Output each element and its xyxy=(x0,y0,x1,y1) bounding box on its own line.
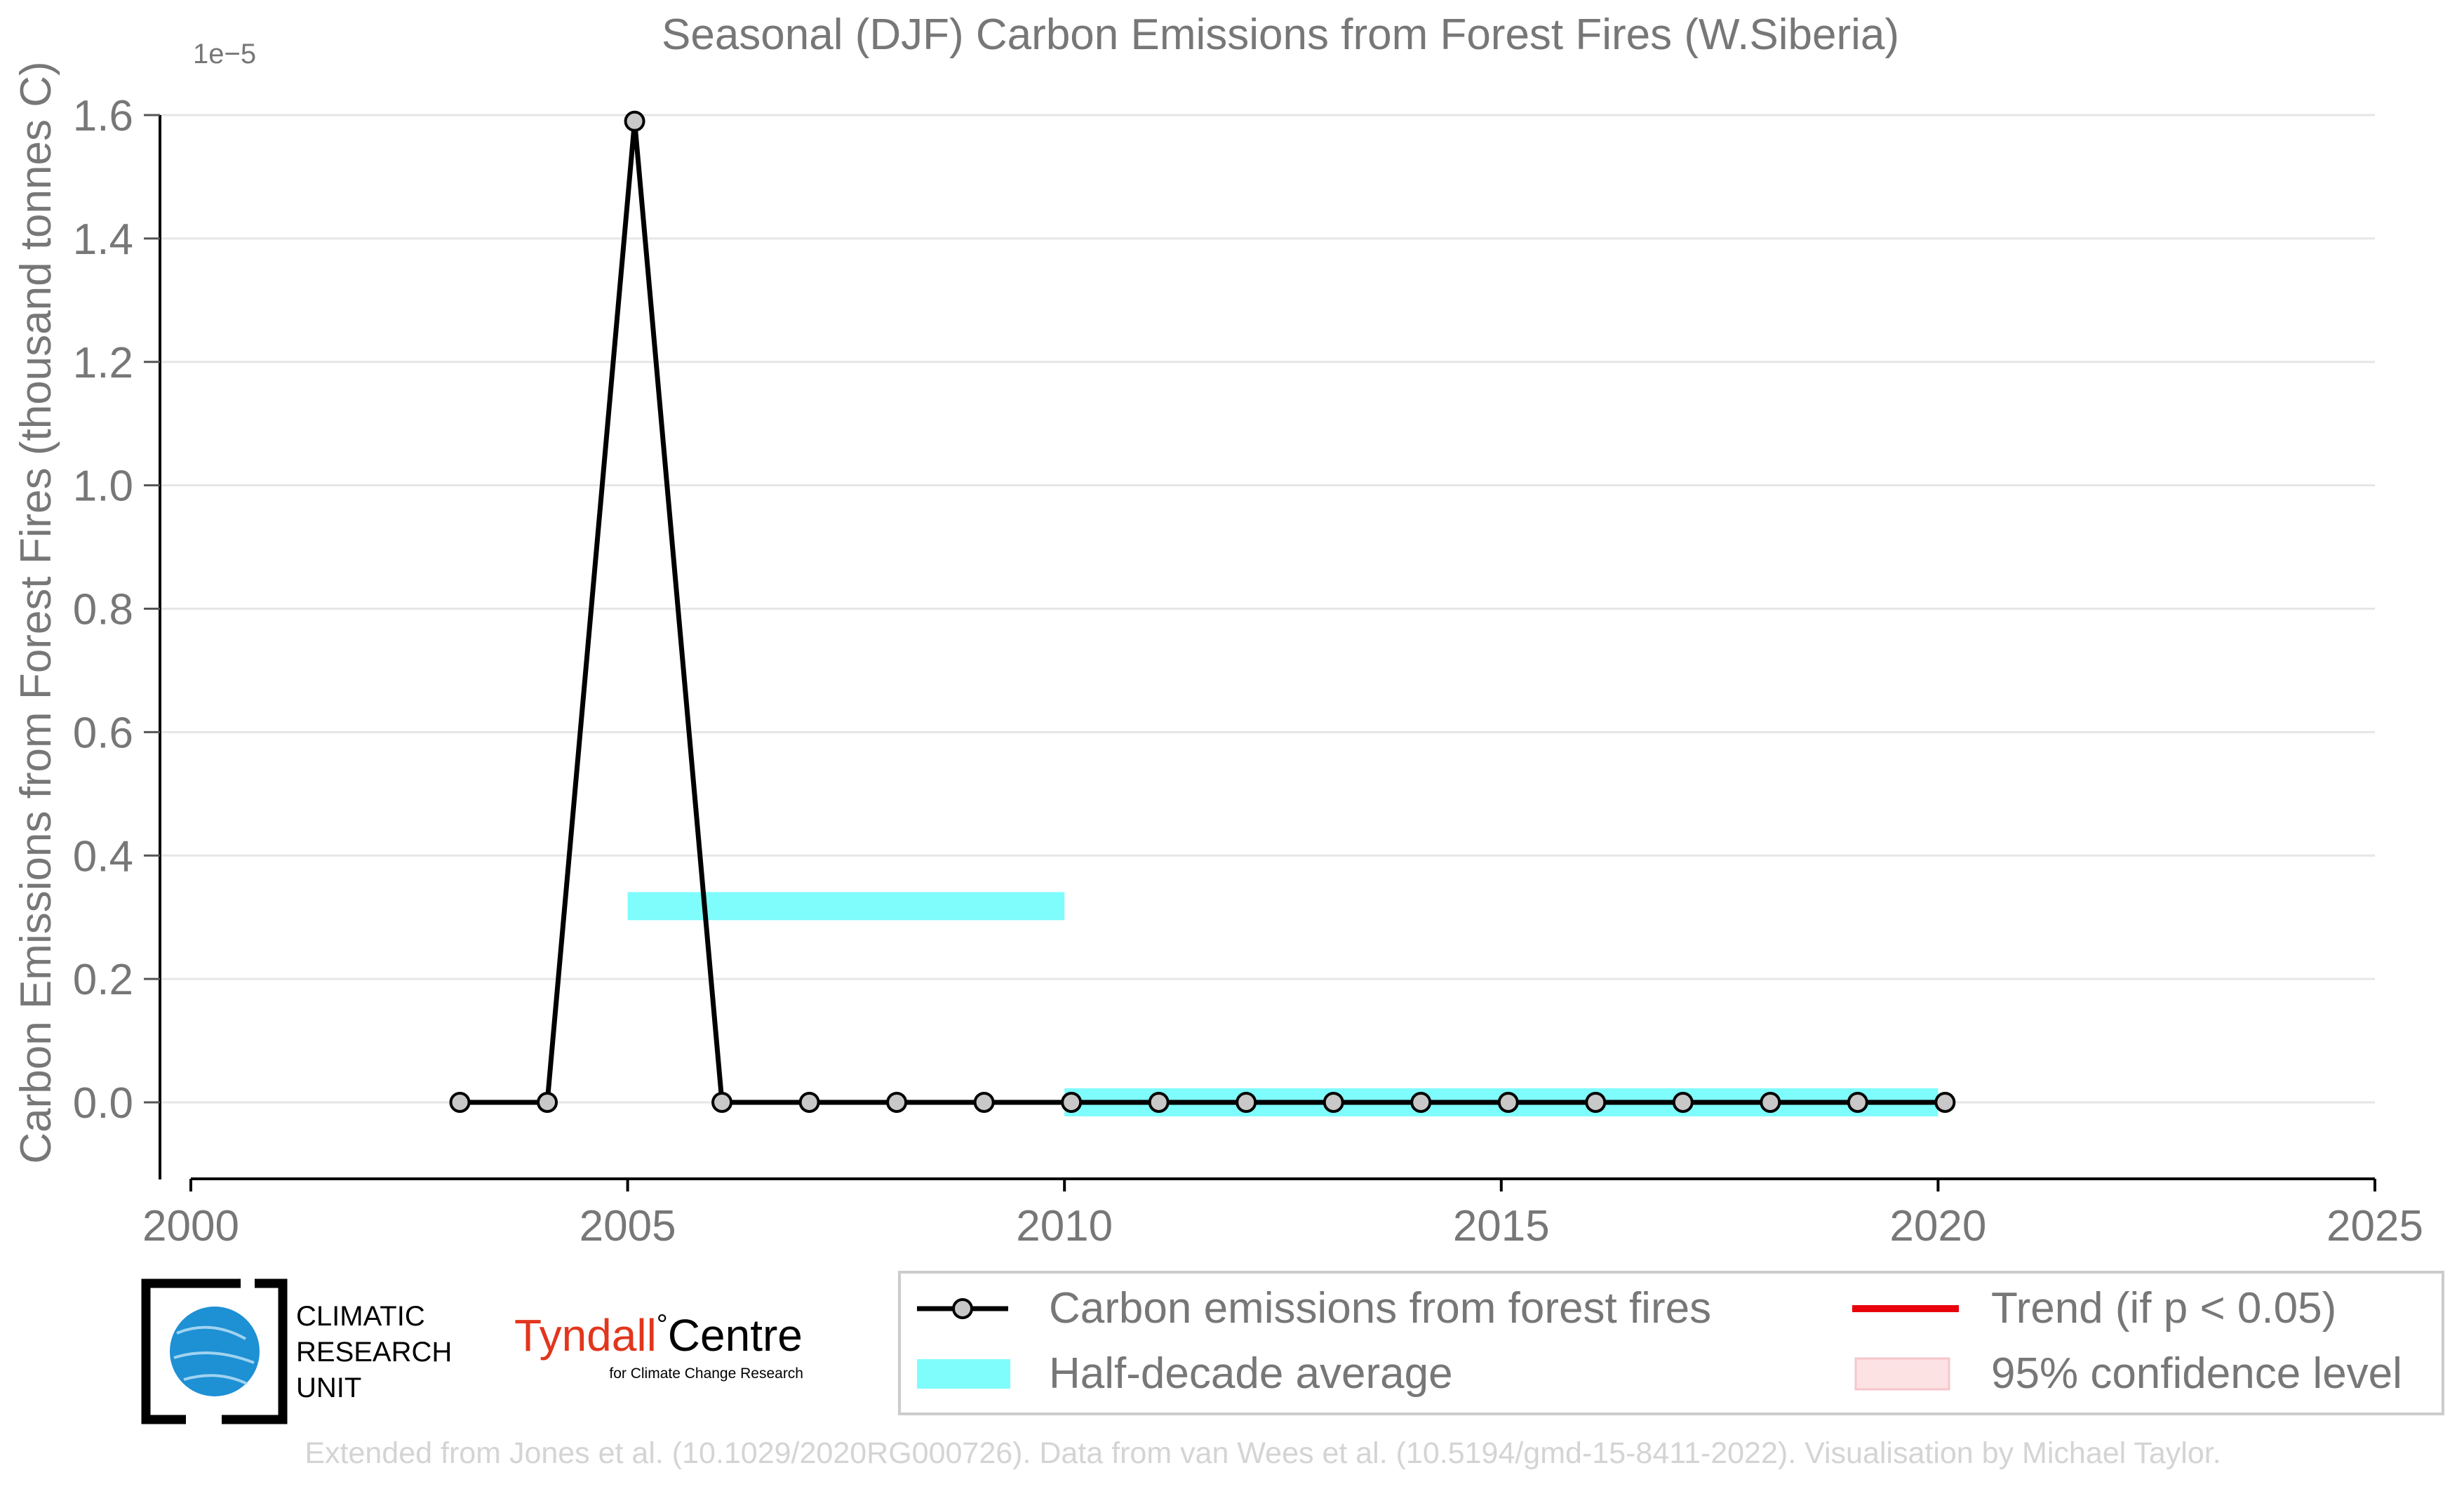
tyndall-subtitle: for Climate Change Research xyxy=(609,1365,803,1382)
chart-title: Seasonal (DJF) Carbon Emissions from For… xyxy=(662,11,1899,59)
legend-label-emissions: Carbon emissions from forest fires xyxy=(1049,1284,1711,1333)
x-tick-label: 2020 xyxy=(1889,1202,1986,1250)
data-point xyxy=(1934,1092,1956,1113)
legend-confidence-swatch xyxy=(1854,1357,1950,1391)
tyndall-logo: Tyndall°Centre for Climate Change Resear… xyxy=(514,1309,803,1382)
globe-contour-icon xyxy=(173,1325,255,1385)
legend: Carbon emissions from forest fires Trend… xyxy=(898,1271,2444,1415)
y-axis-label: Carbon Emissions from Forest Fires (thou… xyxy=(12,61,60,1163)
data-point xyxy=(1061,1092,1083,1113)
axes xyxy=(159,115,2375,1180)
tyndall-wordmark: Tyndall°Centre xyxy=(514,1309,803,1361)
data-point xyxy=(537,1092,558,1113)
x-tick-label: 2010 xyxy=(1016,1202,1113,1250)
cru-line-2: RESEARCH xyxy=(296,1337,452,1368)
tyndall-centre: Centre xyxy=(668,1310,803,1361)
y-tick-labels: 0.0 0.2 0.4 0.6 0.8 1.0 1.2 1.4 1.6 xyxy=(73,92,160,1128)
data-point xyxy=(1847,1092,1868,1113)
y-offset-label: 1e−5 xyxy=(193,39,256,69)
cru-line-1: CLIMATIC xyxy=(296,1301,425,1332)
data-point xyxy=(886,1092,908,1113)
data-point xyxy=(1236,1092,1257,1113)
data-point xyxy=(798,1092,820,1113)
y-tick-label: 0.8 xyxy=(73,586,133,634)
data-point xyxy=(624,110,645,132)
y-tick-label: 0.4 xyxy=(73,832,133,881)
data-point xyxy=(1760,1092,1781,1113)
tyndall-degree: ° xyxy=(657,1309,668,1340)
tyndall-name: Tyndall xyxy=(514,1310,657,1361)
legend-label-trend: Trend (if p < 0.05) xyxy=(1991,1284,2336,1333)
y-tick-label: 1.0 xyxy=(73,462,133,511)
x-tick-label: 2025 xyxy=(2326,1202,2423,1250)
x-tick-label: 2005 xyxy=(580,1202,676,1250)
x-tick-labels: 2000 2005 2010 2015 2020 2025 xyxy=(142,1179,2423,1250)
data-point xyxy=(1672,1092,1694,1113)
grid-lines xyxy=(160,114,2375,1104)
data-point xyxy=(711,1092,733,1113)
y-tick-label: 0.6 xyxy=(73,709,133,757)
half-decade-average-bars xyxy=(627,892,1939,1116)
legend-marker-icon xyxy=(952,1298,973,1319)
half-decade-average-bar xyxy=(627,892,1065,921)
y-tick-label: 1.2 xyxy=(73,339,133,387)
y-tick-label: 0.2 xyxy=(73,956,133,1004)
cru-line-3: UNIT xyxy=(296,1373,361,1403)
cru-logo-bracket xyxy=(141,1278,288,1424)
data-point xyxy=(1585,1092,1607,1113)
legend-average-swatch xyxy=(917,1359,1010,1389)
y-tick-label: 1.6 xyxy=(73,92,133,140)
cru-logo: CLIMATIC RESEARCH UNIT xyxy=(141,1278,452,1424)
footer-credit: Extended from Jones et al. (10.1029/2020… xyxy=(304,1436,2221,1470)
data-point xyxy=(1497,1092,1519,1113)
y-tick-label: 1.4 xyxy=(73,215,133,264)
emissions-series xyxy=(449,110,1956,1113)
x-tick-label: 2000 xyxy=(142,1202,239,1250)
data-point xyxy=(1323,1092,1344,1113)
data-point xyxy=(1148,1092,1170,1113)
x-tick-label: 2015 xyxy=(1453,1202,1550,1250)
legend-label-average: Half-decade average xyxy=(1049,1349,1453,1398)
y-tick-label: 0.0 xyxy=(73,1079,133,1128)
data-point xyxy=(449,1092,471,1113)
data-point xyxy=(973,1092,995,1113)
data-point xyxy=(1410,1092,1432,1113)
legend-frame xyxy=(898,1271,2444,1415)
legend-label-confidence: 95% confidence level xyxy=(1991,1349,2402,1398)
series-line xyxy=(460,121,1946,1105)
